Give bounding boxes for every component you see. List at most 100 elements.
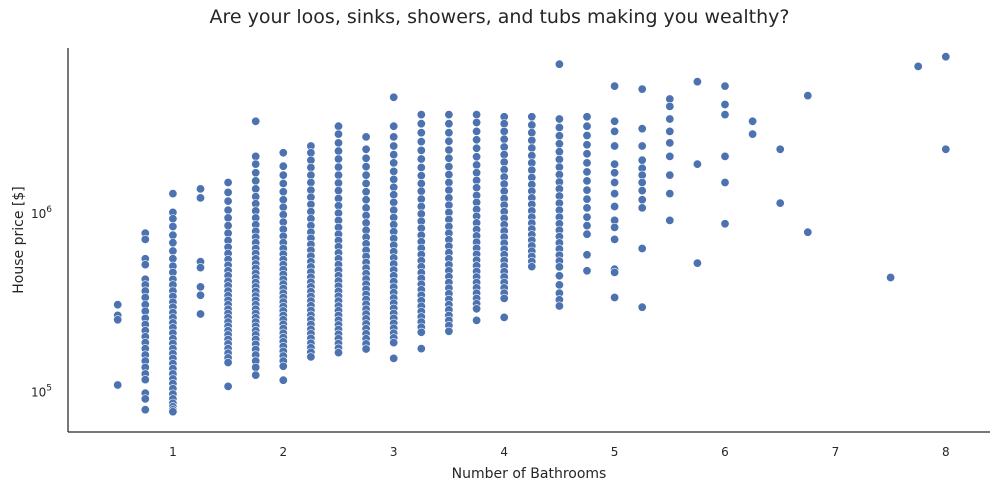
data-point [196, 290, 206, 300]
data-points [113, 52, 951, 417]
data-point [196, 282, 206, 292]
data-point [361, 195, 371, 205]
data-point [554, 262, 564, 272]
data-point [361, 187, 371, 197]
data-point [582, 266, 592, 276]
data-point [610, 267, 620, 277]
data-point [610, 234, 620, 244]
data-point [941, 144, 951, 154]
data-point [389, 353, 399, 363]
data-point [196, 193, 206, 203]
data-point [416, 145, 426, 155]
data-point [582, 167, 592, 177]
data-point [168, 407, 178, 417]
data-point [499, 150, 509, 160]
x-tick-label: 7 [832, 445, 840, 459]
data-point [886, 272, 896, 282]
data-point [720, 219, 730, 229]
data-point [665, 114, 675, 124]
data-point [333, 348, 343, 358]
data-point [472, 168, 482, 178]
data-point [610, 222, 620, 232]
data-point [527, 143, 537, 153]
data-point [472, 126, 482, 136]
data-point [775, 144, 785, 154]
data-point [720, 81, 730, 91]
x-tick-label: 4 [500, 445, 508, 459]
data-point [582, 194, 592, 204]
data-point [333, 170, 343, 180]
data-point [333, 129, 343, 139]
data-point [582, 112, 592, 122]
data-point [251, 151, 261, 161]
data-point [610, 141, 620, 151]
data-point [251, 370, 261, 380]
data-point [554, 59, 564, 69]
data-point [278, 202, 288, 212]
data-point [444, 170, 454, 180]
data-point [472, 152, 482, 162]
data-point [527, 135, 537, 145]
data-point [278, 375, 288, 385]
data-point [748, 116, 758, 126]
data-point [251, 116, 261, 126]
data-point [665, 189, 675, 199]
data-point [444, 136, 454, 146]
data-point [361, 179, 371, 189]
data-point [527, 120, 537, 130]
data-point [913, 61, 923, 71]
data-point [140, 394, 150, 404]
data-point [416, 154, 426, 164]
data-point [582, 250, 592, 260]
data-point [168, 222, 178, 232]
data-point [637, 178, 647, 188]
data-point [692, 258, 702, 268]
data-point [941, 52, 951, 62]
data-point [333, 186, 343, 196]
data-point [223, 213, 233, 223]
data-point [333, 121, 343, 131]
data-point [113, 380, 123, 390]
y-tick-labels: 105 106 [31, 205, 52, 400]
data-point [389, 182, 399, 192]
data-point [499, 134, 509, 144]
data-point [306, 352, 316, 362]
data-point [665, 215, 675, 225]
data-point [361, 344, 371, 354]
data-point [251, 168, 261, 178]
data-point [389, 190, 399, 200]
data-point [416, 186, 426, 196]
data-point [278, 361, 288, 371]
data-point [803, 91, 813, 101]
data-point [361, 132, 371, 142]
x-tick-label: 6 [721, 445, 729, 459]
data-point [582, 158, 592, 168]
data-point [361, 203, 371, 213]
data-point [637, 186, 647, 196]
data-point [554, 271, 564, 281]
data-point [610, 202, 620, 212]
data-point [610, 116, 620, 126]
y-tick-label: 105 [31, 383, 52, 399]
y-axis-label: House price [$] [11, 186, 27, 293]
x-tick-labels: 1 2 3 4 5 6 7 8 [169, 445, 950, 459]
data-point [444, 119, 454, 129]
data-point [775, 198, 785, 208]
data-point [196, 263, 206, 273]
data-point [333, 162, 343, 172]
data-point [444, 153, 454, 163]
data-point [582, 149, 592, 159]
data-point [554, 301, 564, 311]
data-point [444, 326, 454, 336]
data-point [223, 205, 233, 215]
data-point [720, 100, 730, 110]
data-point [278, 170, 288, 180]
data-point [554, 123, 564, 133]
data-point [223, 196, 233, 206]
data-point [637, 203, 647, 213]
data-point [333, 146, 343, 156]
data-point [803, 227, 813, 237]
data-point [610, 189, 620, 199]
data-point [333, 178, 343, 188]
